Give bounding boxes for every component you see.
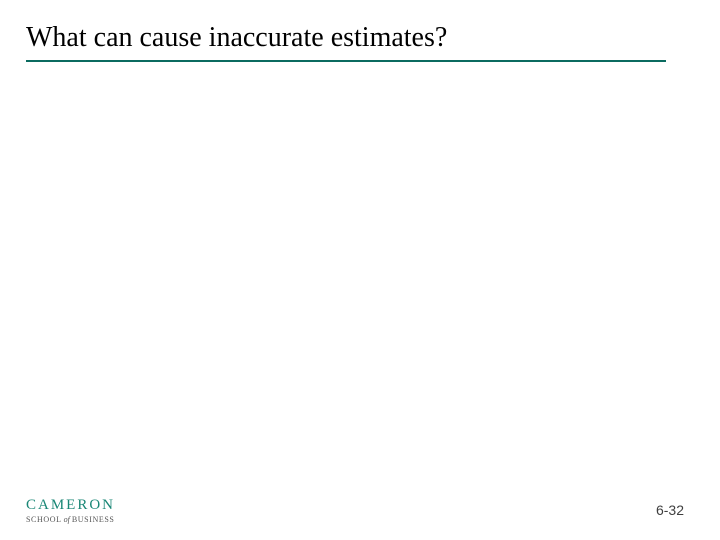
logo-main-text: CAMERON — [26, 497, 115, 514]
footer: CAMERON SCHOOL of BUSINESS 6-32 — [26, 484, 688, 524]
slide: What can cause inaccurate estimates? CAM… — [0, 0, 720, 540]
logo-sub-suffix: BUSINESS — [72, 515, 115, 524]
logo-sub-prefix: SCHOOL — [26, 515, 62, 524]
cameron-logo: CAMERON SCHOOL of BUSINESS — [26, 497, 115, 524]
slide-title: What can cause inaccurate estimates? — [26, 22, 666, 54]
title-block: What can cause inaccurate estimates? — [26, 22, 666, 62]
page-number: 6-32 — [656, 502, 684, 518]
logo-sub-text: SCHOOL of BUSINESS — [26, 515, 115, 524]
title-underline-rule — [26, 60, 666, 62]
logo-sub-of: of — [62, 515, 72, 524]
